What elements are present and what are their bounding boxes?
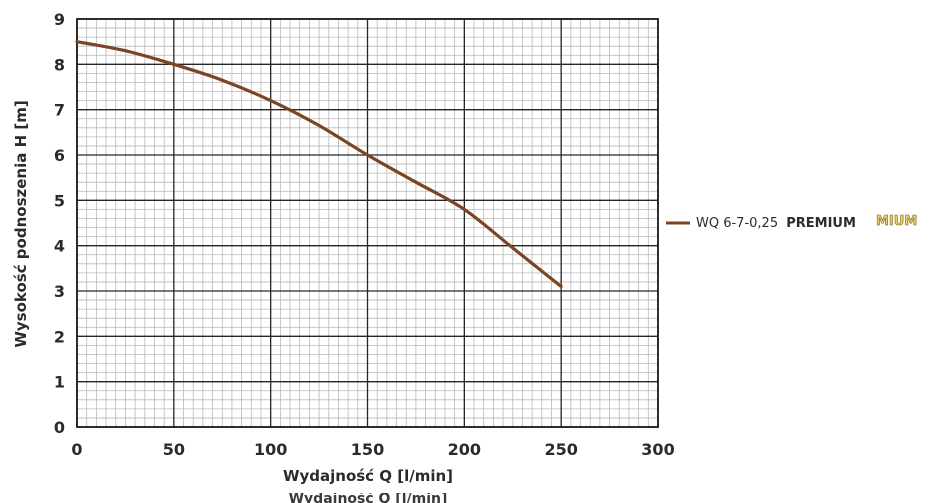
y-axis-title: Wysokość podnoszenia H [m] — [12, 100, 30, 347]
series-line — [75, 40, 563, 289]
legend-label-model: WQ 6-7-0,25 — [696, 216, 778, 231]
y-tick-label: 0 — [54, 418, 65, 437]
x-tick-label: 150 — [351, 440, 384, 459]
x-tick-label: 50 — [163, 440, 185, 459]
y-tick-label: 1 — [54, 373, 65, 392]
series-layer — [75, 40, 563, 289]
legend-label-premium: PREMIUM — [786, 216, 856, 231]
y-tick-label: 6 — [54, 146, 65, 165]
x-axis-title: Wydajność Q [l/min] — [283, 467, 453, 485]
x-tick-label: 100 — [254, 440, 287, 459]
y-tick-label: 2 — [54, 327, 65, 346]
x-tick-label: 250 — [544, 440, 577, 459]
y-tick-label: 5 — [54, 191, 65, 210]
x-axis-tick-labels: 0 50 100 150 200 250 300 — [71, 440, 674, 459]
y-tick-label: 4 — [54, 237, 65, 256]
y-tick-label: 3 — [54, 282, 65, 301]
y-tick-label: 7 — [54, 101, 65, 120]
major-gridlines — [76, 18, 659, 428]
x-tick-label: 300 — [641, 440, 674, 459]
legend-label: WQ 6-7-0,25 PREMIUM — [696, 216, 856, 231]
x-tick-label: 200 — [448, 440, 481, 459]
legend-ghost-text: MIUM — [876, 214, 917, 229]
x-tick-label: 0 — [71, 440, 82, 459]
cut-off-caption: Wydajność Q [l/min] — [289, 491, 448, 503]
y-axis-tick-labels: 0 1 2 3 4 5 6 7 8 9 — [54, 10, 65, 437]
legend: WQ 6-7-0,25 PREMIUM MIUM — [666, 214, 918, 231]
plot-frame — [76, 18, 659, 428]
cut-off-caption-text: Wydajność Q [l/min] — [289, 491, 448, 503]
y-tick-label: 8 — [54, 55, 65, 74]
y-tick-label: 9 — [54, 10, 65, 29]
